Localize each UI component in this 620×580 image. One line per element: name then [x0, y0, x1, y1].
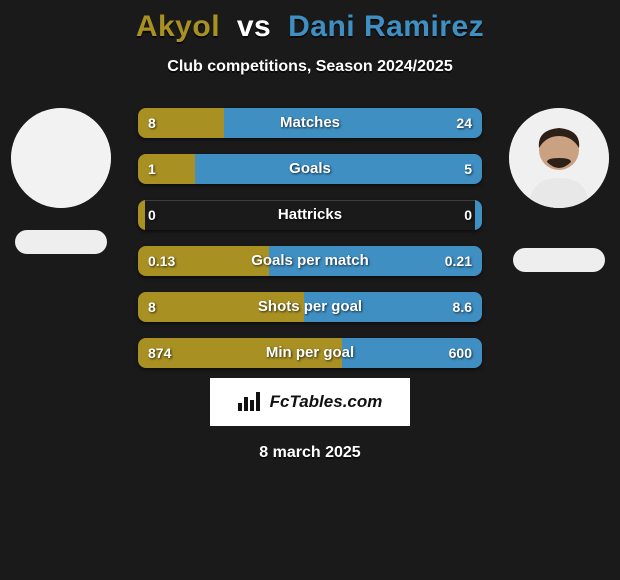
player2-avatar — [509, 108, 609, 208]
player2-column — [504, 108, 614, 272]
player1-avatar — [11, 108, 111, 208]
stat-label: Shots per goal — [138, 292, 482, 322]
comparison-arena: 824Matches 15Goals 00Hattricks 0.130.21Goal… — [0, 108, 620, 368]
stat-label: Goals per match — [138, 246, 482, 276]
bars-icon — [238, 389, 264, 416]
player-photo-icon — [509, 108, 609, 208]
stat-row: 00Hattricks — [138, 200, 482, 230]
player2-name-chip — [513, 248, 605, 272]
stat-label: Matches — [138, 108, 482, 138]
subtitle: Club competitions, Season 2024/2025 — [0, 58, 620, 76]
stat-row: 88.6Shots per goal — [138, 292, 482, 322]
brand-text: FcTables.com — [270, 392, 383, 412]
title-vs: vs — [237, 10, 271, 43]
stat-bars: 824Matches 15Goals 00Hattricks 0.130.21Goal… — [138, 108, 482, 384]
date-text: 8 march 2025 — [0, 444, 620, 462]
title-player2: Dani Ramirez — [288, 10, 484, 43]
stat-row: 0.130.21Goals per match — [138, 246, 482, 276]
stat-row: 874600Min per goal — [138, 338, 482, 368]
stat-row: 15Goals — [138, 154, 482, 184]
title-player1: Akyol — [136, 10, 220, 43]
page-title: Akyol vs Dani Ramirez — [0, 0, 620, 44]
player1-column — [6, 108, 116, 254]
stat-label: Min per goal — [138, 338, 482, 368]
stat-row: 824Matches — [138, 108, 482, 138]
comparison-card: Akyol vs Dani Ramirez Club competitions,… — [0, 0, 620, 580]
brand-box: FcTables.com — [210, 378, 410, 426]
stat-label: Goals — [138, 154, 482, 184]
silhouette-icon — [11, 108, 111, 208]
player1-name-chip — [15, 230, 107, 254]
stat-label: Hattricks — [138, 200, 482, 230]
